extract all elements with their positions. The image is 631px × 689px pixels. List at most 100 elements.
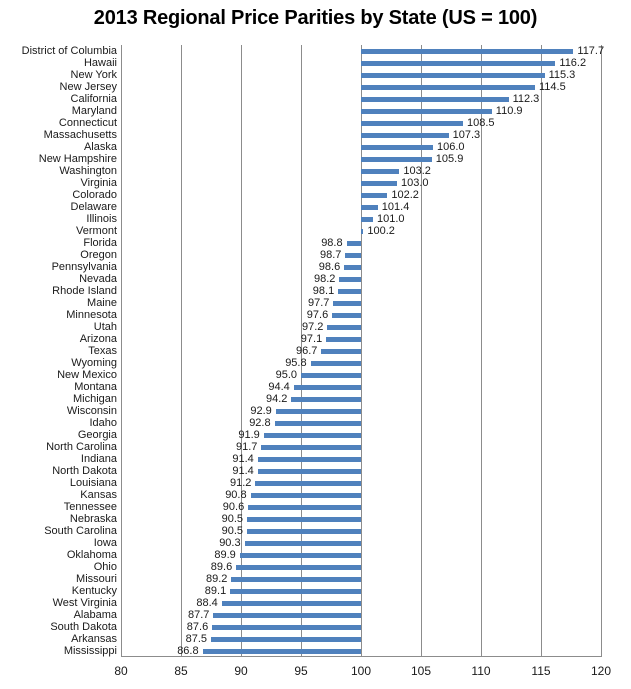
value-label: 97.2 [301, 321, 324, 333]
category-label: Illinois [86, 213, 117, 225]
bar-rhode-island [338, 288, 361, 294]
bar-mississippi [202, 648, 361, 654]
x-tick-label-105: 105 [410, 664, 432, 678]
bar-vermont [361, 228, 364, 234]
value-label: 114.5 [539, 81, 566, 93]
bar-west-virginia [221, 600, 361, 606]
value-label: 98.6 [318, 261, 341, 273]
bar-washington [361, 168, 400, 174]
bar-kansas [250, 492, 361, 498]
value-label: 91.2 [229, 477, 252, 489]
value-label: 95.0 [275, 369, 297, 381]
category-label: New Jersey [59, 81, 117, 93]
bar-new-mexico [301, 372, 361, 378]
bar-texas [321, 348, 361, 354]
value-label: 97.7 [307, 297, 330, 309]
gridline-95 [300, 45, 302, 657]
value-label: 98.1 [312, 285, 335, 297]
value-label: 116.2 [559, 57, 587, 69]
x-tick-label-80: 80 [114, 664, 128, 678]
category-label: Oklahoma [66, 549, 117, 561]
gridline-105 [420, 45, 422, 657]
value-label: 97.1 [300, 333, 323, 345]
value-label: 92.8 [249, 417, 271, 429]
bar-utah [327, 324, 361, 330]
value-label: 106.0 [437, 141, 465, 153]
x-tick-label-110: 110 [471, 664, 491, 678]
bar-missouri [231, 576, 361, 582]
gridline-115 [540, 45, 542, 657]
gridline-85 [180, 45, 182, 657]
x-tick-label-115: 115 [531, 664, 551, 678]
value-label: 87.6 [186, 621, 209, 633]
category-label: Colorado [72, 189, 117, 201]
bar-nebraska [247, 516, 361, 522]
bar-alaska [361, 144, 433, 150]
bar-south-dakota [212, 624, 361, 630]
bar-illinois [361, 216, 373, 222]
category-label: Tennessee [63, 501, 117, 513]
category-label: Massachusetts [43, 129, 117, 141]
category-label: Idaho [89, 417, 117, 429]
bar-north-dakota [257, 468, 361, 474]
bar-florida [346, 240, 361, 246]
value-label: 91.9 [238, 429, 260, 441]
bar-wisconsin [275, 408, 361, 414]
value-label: 98.8 [321, 237, 343, 249]
value-label: 100.2 [367, 225, 395, 237]
value-label: 97.6 [306, 309, 329, 321]
bar-district-of-columbia [361, 48, 574, 54]
value-label: 115.3 [548, 69, 576, 81]
gridline-100 [360, 45, 362, 657]
category-label: Wisconsin [66, 405, 117, 417]
value-label: 103.2 [403, 165, 431, 177]
value-label: 108.5 [467, 117, 495, 129]
bar-arkansas [211, 636, 361, 642]
value-label: 94.4 [268, 381, 290, 393]
value-label: 94.2 [265, 393, 288, 405]
chart-title: 2013 Regional Price Parities by State (U… [93, 7, 538, 29]
bar-california [361, 96, 509, 102]
category-label: Minnesota [66, 309, 117, 321]
bar-arizona [326, 336, 361, 342]
bar-tennessee [248, 504, 361, 510]
value-label: 95.8 [285, 357, 307, 369]
x-axis-line [121, 656, 601, 657]
category-label: Maryland [71, 105, 117, 117]
category-label: Alaska [83, 141, 117, 153]
bar-ohio [236, 564, 361, 570]
category-label: Montana [74, 381, 117, 393]
gridline-120 [600, 45, 602, 657]
bar-pennsylvania [344, 264, 361, 270]
bar-nevada [339, 276, 361, 282]
value-label: 91.4 [232, 453, 254, 465]
value-label: 91.7 [235, 441, 258, 453]
value-label: 89.1 [204, 585, 227, 597]
category-label: Connecticut [58, 117, 117, 129]
bar-idaho [274, 420, 361, 426]
value-label: 107.3 [452, 129, 481, 141]
value-label: 90.5 [221, 513, 243, 525]
category-label: District of Columbia [21, 45, 117, 57]
bar-indiana [257, 456, 361, 462]
category-label: Nevada [79, 273, 117, 285]
bar-oregon [345, 252, 361, 258]
category-label: Arkansas [71, 633, 117, 645]
category-label: Delaware [70, 201, 117, 213]
value-label: 105.9 [435, 153, 464, 165]
x-tick-label-120: 120 [590, 664, 612, 678]
category-label: Michigan [72, 393, 117, 405]
value-label: 91.4 [232, 465, 254, 477]
x-tick-label-100: 100 [350, 664, 372, 678]
category-label: Virginia [80, 177, 118, 189]
category-label: Indiana [80, 453, 117, 465]
bar-massachusetts [361, 132, 449, 138]
category-label: Alabama [73, 609, 117, 621]
bar-montana [293, 384, 361, 390]
category-label: Wyoming [71, 357, 117, 369]
bar-connecticut [361, 120, 463, 126]
bar-maine [333, 300, 361, 306]
category-label: Kansas [80, 489, 117, 501]
bar-new-york [361, 72, 545, 78]
bar-alabama [213, 612, 361, 618]
